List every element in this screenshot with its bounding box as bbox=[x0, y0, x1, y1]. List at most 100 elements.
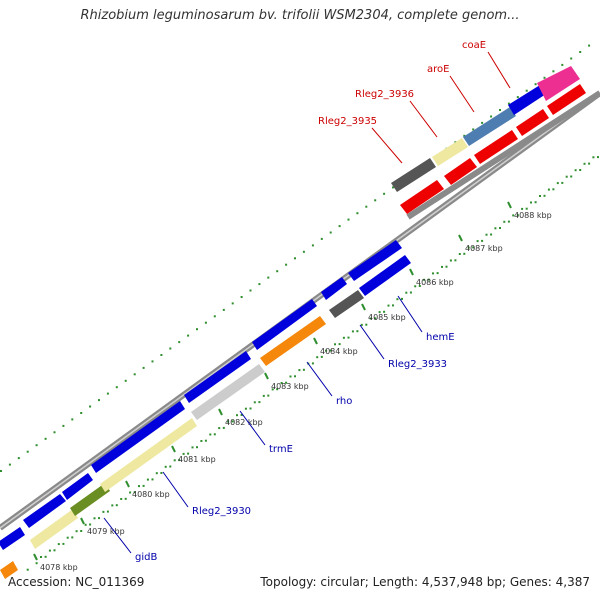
gene-arrow[interactable] bbox=[537, 66, 580, 101]
leader-line bbox=[409, 100, 438, 138]
guide-dot bbox=[543, 194, 546, 197]
guide-dot bbox=[583, 162, 586, 165]
gene-arrow[interactable] bbox=[91, 401, 185, 473]
gene-arrow[interactable] bbox=[508, 85, 546, 115]
guide-dot bbox=[423, 278, 426, 281]
guide-dot bbox=[89, 405, 92, 408]
guide-dot bbox=[360, 323, 363, 326]
gene-arrow[interactable] bbox=[391, 158, 436, 192]
guide-dot bbox=[155, 472, 158, 475]
guide-dot bbox=[89, 523, 92, 526]
gene-arrow[interactable] bbox=[23, 494, 66, 528]
guide-dot bbox=[365, 205, 368, 208]
guide-dot bbox=[106, 392, 109, 395]
gene-label-hemE[interactable]: hemE bbox=[426, 332, 455, 343]
guide-dot bbox=[231, 302, 234, 305]
kbp-tick-mark bbox=[361, 303, 366, 311]
guide-dot bbox=[182, 452, 185, 455]
gene-arrow[interactable] bbox=[30, 509, 78, 549]
gene-arrow[interactable] bbox=[260, 316, 326, 366]
genome-summary-text: Topology: circular; Length: 4,537,948 bp… bbox=[260, 575, 590, 589]
guide-dot bbox=[26, 450, 29, 453]
guide-dot bbox=[120, 498, 123, 500]
gene-label-trmE[interactable]: trmE bbox=[269, 444, 293, 455]
gene-label-Rleg2_3935[interactable]: Rleg2_3935 bbox=[318, 116, 377, 127]
leader-line bbox=[487, 51, 511, 89]
gene-arrow[interactable] bbox=[432, 138, 468, 166]
guide-dot bbox=[481, 121, 484, 124]
gene-label-Rleg2_3936[interactable]: Rleg2_3936 bbox=[355, 89, 414, 100]
guide-dot bbox=[271, 388, 274, 391]
gene-arrow[interactable] bbox=[62, 473, 93, 500]
gene-label-rho[interactable]: rho bbox=[336, 396, 352, 407]
gene-label-Rleg2_3933[interactable]: Rleg2_3933 bbox=[388, 359, 447, 370]
gene-label-aroE[interactable]: aroE bbox=[427, 64, 449, 75]
gene-label-Rleg2_3930[interactable]: Rleg2_3930 bbox=[192, 506, 251, 517]
guide-dot bbox=[485, 233, 488, 236]
guide-dot bbox=[392, 186, 394, 189]
guide-dot bbox=[133, 373, 136, 376]
gene-arrow[interactable] bbox=[444, 158, 477, 185]
guide-dot bbox=[414, 285, 417, 288]
kbp-tick-label: 4084 kbp bbox=[320, 347, 358, 356]
guide-dot bbox=[561, 63, 564, 66]
guide-dot bbox=[401, 297, 403, 300]
gene-arrow[interactable] bbox=[329, 290, 364, 318]
guide-dot bbox=[48, 549, 51, 552]
gene-labels: coaE aroE Rleg2_3936 Rleg2_3935 hemE Rle… bbox=[135, 40, 486, 563]
guide-dot bbox=[543, 76, 546, 79]
guide-dot bbox=[187, 334, 190, 337]
gene-arrow[interactable] bbox=[400, 180, 444, 214]
guide-dot bbox=[66, 536, 69, 539]
gene-arrow[interactable] bbox=[100, 418, 197, 492]
guide-dot bbox=[302, 250, 305, 253]
guide-dot bbox=[213, 433, 216, 436]
guide-dot bbox=[151, 478, 154, 481]
gene-arrow[interactable] bbox=[547, 84, 586, 115]
guide-dot bbox=[525, 207, 528, 210]
guide-dot bbox=[138, 485, 140, 488]
gene-arrow[interactable] bbox=[184, 351, 251, 403]
guide-dot bbox=[98, 517, 100, 520]
guide-dot bbox=[169, 465, 172, 468]
kbp-tick-label: 4082 kbp bbox=[225, 418, 263, 427]
gene-arrow[interactable] bbox=[348, 240, 402, 281]
gene-label-gidB[interactable]: gidB bbox=[135, 552, 157, 563]
gene-arrow[interactable] bbox=[463, 107, 516, 146]
guide-dot bbox=[53, 431, 56, 434]
guide-dot bbox=[187, 452, 190, 455]
guide-dot bbox=[392, 304, 394, 307]
guide-dot bbox=[432, 272, 434, 275]
guide-dot bbox=[204, 439, 207, 442]
kbp-tick-mark bbox=[218, 408, 223, 416]
gene-arrow[interactable] bbox=[516, 109, 549, 136]
guide-dot bbox=[383, 310, 386, 313]
guide-dot bbox=[338, 343, 341, 346]
guide-dot bbox=[75, 530, 78, 533]
guide-dot bbox=[351, 330, 354, 333]
guide-dot bbox=[62, 424, 65, 427]
guide-dot bbox=[115, 386, 118, 389]
guide-dot bbox=[570, 57, 573, 60]
guide-dot bbox=[240, 414, 243, 416]
guide-dot bbox=[17, 457, 20, 460]
gene-arrow[interactable] bbox=[474, 130, 518, 164]
gene-arrow[interactable] bbox=[191, 364, 265, 420]
gene-arrow[interactable] bbox=[0, 561, 18, 579]
gene-arrow[interactable] bbox=[321, 277, 347, 300]
guide-dot bbox=[316, 356, 319, 359]
guide-dot bbox=[454, 259, 457, 262]
guide-dot bbox=[267, 394, 270, 397]
guide-dot bbox=[494, 227, 497, 230]
leader-line bbox=[162, 471, 189, 508]
gene-arrow[interactable] bbox=[0, 527, 25, 550]
gene-arrow[interactable] bbox=[252, 299, 317, 350]
gene-label-coaE[interactable]: coaE bbox=[462, 40, 486, 51]
guide-dot bbox=[160, 472, 163, 474]
guide-dot bbox=[476, 240, 479, 243]
guide-dot bbox=[191, 446, 194, 449]
kbp-ticks: 4078 kbp 4079 kbp 4080 kbp 4081 kbp 4082 kbp… bbox=[33, 201, 552, 572]
gene-arrow[interactable] bbox=[359, 255, 411, 296]
guide-dot bbox=[552, 70, 555, 73]
gene-arrow[interactable] bbox=[70, 483, 110, 516]
